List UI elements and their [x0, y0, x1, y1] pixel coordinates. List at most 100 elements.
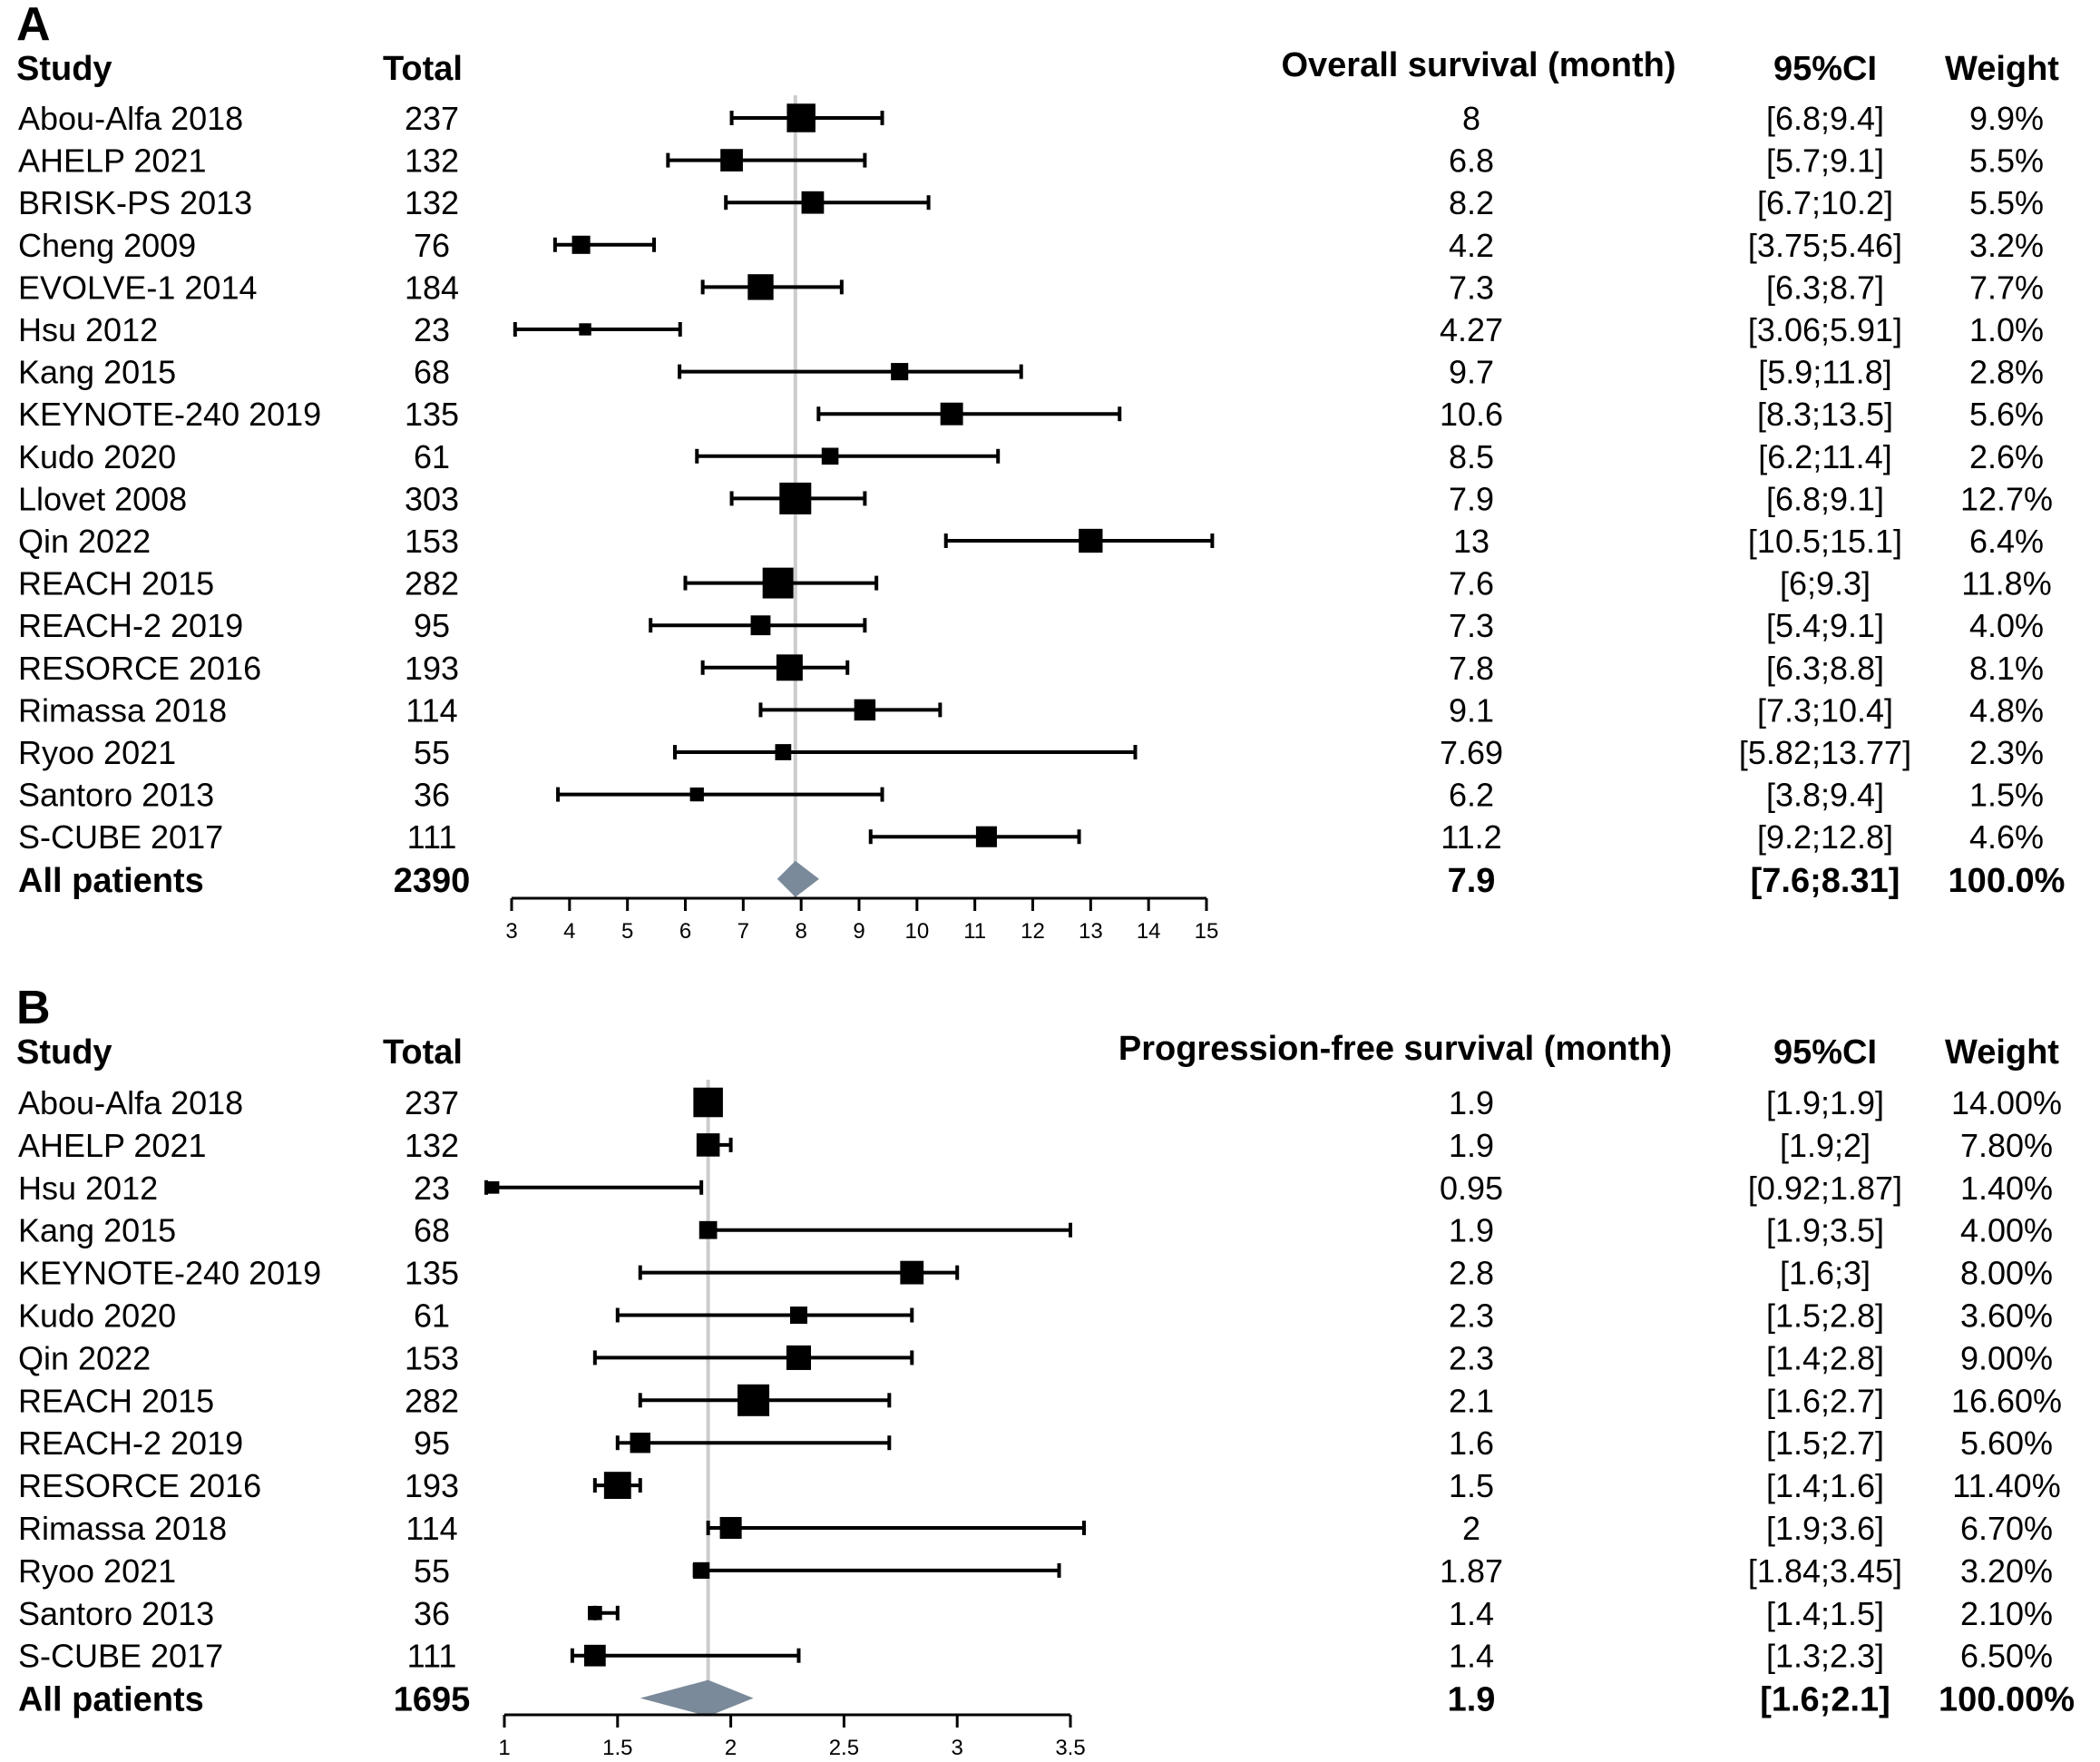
study-estimate: 11.2	[1441, 818, 1501, 856]
study-weight: 6.70%	[1960, 1510, 2053, 1547]
panel-b-study-row: KEYNOTE-240 2019 135 2.8 [1.6;3] 8.00%	[18, 1255, 2053, 1292]
study-total: 111	[407, 818, 457, 856]
study-estimate: 7.6	[1449, 565, 1494, 602]
study-ci: [3.8;9.4]	[1766, 777, 1884, 814]
study-weight: 5.5%	[1969, 184, 2044, 221]
study-estimate: 1.4	[1449, 1595, 1494, 1632]
study-ci: [1.4;1.6]	[1766, 1467, 1884, 1504]
axis-tick-label: 3	[505, 919, 517, 944]
panel-a-study-row: KEYNOTE-240 2019 135 10.6 [8.3;13.5] 5.6%	[18, 396, 2044, 433]
study-ci: [1.9;2]	[1780, 1127, 1870, 1164]
study-weight: 6.50%	[1960, 1638, 2053, 1675]
panel-a-study-row: REACH 2015 282 7.6 [6;9.3] 11.8%	[18, 565, 2052, 602]
study-name: S-CUBE 2017	[18, 1638, 223, 1675]
point-estimate-marker	[775, 744, 792, 760]
study-ci: [1.84;3.45]	[1748, 1552, 1902, 1590]
panel-a-header-ci: 95%CI	[1773, 50, 1877, 88]
study-total: 23	[414, 1170, 450, 1207]
study-estimate: 1.87	[1440, 1552, 1503, 1590]
point-estimate-marker	[579, 323, 591, 336]
panel-b-label: B	[16, 982, 51, 1034]
study-name: RESORCE 2016	[18, 650, 261, 687]
panel-a-study-row: Qin 2022 153 13 [10.5;15.1] 6.4%	[18, 523, 2044, 560]
point-estimate-marker	[975, 826, 997, 847]
point-estimate-marker	[603, 1472, 631, 1500]
study-total: 282	[405, 1382, 459, 1419]
study-name: AHELP 2021	[18, 1127, 207, 1164]
panel-b: B Study Total Progression-free survival …	[16, 982, 2075, 1760]
study-name: Hsu 2012	[18, 311, 158, 348]
study-weight: 1.40%	[1960, 1170, 2053, 1207]
study-total: 132	[405, 142, 459, 180]
study-weight: 4.00%	[1960, 1212, 2053, 1249]
study-name: Kang 2015	[18, 1212, 176, 1249]
study-weight: 11.40%	[1952, 1467, 2060, 1504]
study-total: 135	[405, 396, 459, 433]
study-total: 111	[407, 1638, 457, 1675]
panel-a-header-study: Study	[16, 50, 112, 88]
panel-b-header-ci: 95%CI	[1773, 1033, 1877, 1072]
panel-a-x-axis: 3 4 5 6 7 8 9 10 11 12 13 14 15	[505, 896, 1219, 944]
study-estimate: 7.9	[1449, 480, 1494, 517]
point-estimate-marker	[821, 447, 839, 465]
study-estimate: 4.2	[1449, 227, 1494, 264]
study-total: 114	[405, 1510, 457, 1547]
point-estimate-marker	[720, 149, 743, 171]
panel-a-study-row: AHELP 2021 132 6.8 [5.7;9.1] 5.5%	[18, 142, 2044, 180]
study-estimate: 13	[1453, 523, 1490, 560]
study-weight: 5.5%	[1969, 142, 2044, 180]
panel-a-pooled-row: All patients 2390 7.9 [7.6;8.31] 100.0%	[18, 860, 2065, 900]
study-weight: 14.00%	[1951, 1084, 2062, 1121]
study-name: Rimassa 2018	[18, 1510, 227, 1547]
study-weight: 4.8%	[1969, 691, 2044, 729]
panel-a-study-row: EVOLVE-1 2014 184 7.3 [6.3;8.7] 7.7%	[18, 269, 2044, 306]
study-total: 68	[414, 1212, 450, 1249]
study-ci: [5.4;9.1]	[1766, 607, 1884, 644]
study-estimate: 2.3	[1449, 1297, 1494, 1335]
study-estimate: 7.3	[1449, 269, 1494, 306]
study-estimate: 8	[1462, 100, 1480, 137]
study-estimate: 7.8	[1449, 650, 1494, 687]
study-ci: [6.2;11.4]	[1758, 438, 1891, 475]
study-ci: [1.9;3.5]	[1766, 1212, 1884, 1249]
axis-tick-label: 15	[1195, 919, 1219, 944]
panel-b-study-row: Ryoo 2021 55 1.87 [1.84;3.45] 3.20%	[18, 1552, 2053, 1590]
panel-b-study-row: Rimassa 2018 114 2 [1.9;3.6] 6.70%	[18, 1510, 2053, 1547]
pooled-estimate: 7.9	[1448, 862, 1496, 900]
study-weight: 4.0%	[1969, 607, 2044, 644]
study-name: KEYNOTE-240 2019	[18, 1255, 321, 1292]
study-ci: [5.7;9.1]	[1766, 142, 1884, 180]
study-name: Kudo 2020	[18, 1297, 176, 1335]
panel-a-study-row: REACH-2 2019 95 7.3 [5.4;9.1] 4.0%	[18, 607, 2044, 644]
study-total: 132	[405, 1127, 459, 1164]
study-ci: [5.9;11.8]	[1758, 354, 1891, 391]
study-ci: [1.6;3]	[1780, 1255, 1870, 1292]
panel-a-study-row: Llovet 2008 303 7.9 [6.8;9.1] 12.7%	[18, 480, 2053, 517]
study-ci: [1.9;1.9]	[1766, 1084, 1884, 1121]
point-estimate-marker	[789, 1307, 807, 1324]
panel-a-study-row: Kudo 2020 61 8.5 [6.2;11.4] 2.6%	[18, 438, 2044, 475]
study-ci: [6;9.3]	[1780, 565, 1870, 602]
panel-b-study-row: REACH-2 2019 95 1.6 [1.5;2.7] 5.60%	[18, 1424, 2053, 1462]
study-total: 36	[414, 777, 450, 814]
panel-b-header-weight: Weight	[1945, 1033, 2059, 1072]
study-weight: 5.60%	[1960, 1424, 2053, 1462]
point-estimate-marker	[854, 699, 876, 721]
study-weight: 3.2%	[1969, 227, 2044, 264]
study-ci: [3.75;5.46]	[1748, 227, 1902, 264]
study-weight: 1.5%	[1969, 777, 2044, 814]
axis-tick-label: 14	[1137, 919, 1161, 944]
point-estimate-marker	[900, 1260, 924, 1285]
study-estimate: 10.6	[1440, 396, 1503, 433]
study-total: 95	[414, 1424, 450, 1462]
study-weight: 7.7%	[1969, 269, 2044, 306]
study-weight: 2.8%	[1969, 354, 2044, 391]
pooled-estimate: 1.9	[1448, 1681, 1496, 1719]
point-estimate-marker	[891, 363, 909, 381]
point-estimate-marker	[750, 615, 771, 636]
pooled-weight: 100.00%	[1939, 1681, 2075, 1719]
axis-tick-label: 4	[563, 919, 575, 944]
study-ci: [0.92;1.87]	[1748, 1170, 1902, 1207]
study-name: Hsu 2012	[18, 1170, 158, 1207]
panel-a-header-estimate: Overall survival (month)	[1281, 46, 1675, 84]
